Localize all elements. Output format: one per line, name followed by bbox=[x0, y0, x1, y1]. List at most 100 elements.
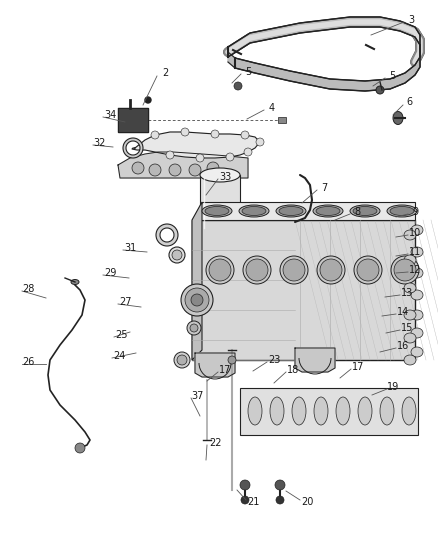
Ellipse shape bbox=[200, 223, 240, 237]
Ellipse shape bbox=[391, 256, 419, 284]
Ellipse shape bbox=[393, 111, 403, 125]
Text: 18: 18 bbox=[287, 365, 299, 375]
Circle shape bbox=[151, 131, 159, 139]
Ellipse shape bbox=[209, 259, 231, 281]
Text: 28: 28 bbox=[22, 284, 34, 294]
Ellipse shape bbox=[202, 205, 232, 217]
Polygon shape bbox=[118, 108, 148, 132]
Ellipse shape bbox=[316, 206, 340, 215]
Ellipse shape bbox=[248, 397, 262, 425]
Ellipse shape bbox=[404, 310, 416, 320]
Ellipse shape bbox=[239, 205, 269, 217]
Circle shape bbox=[181, 128, 189, 136]
Ellipse shape bbox=[280, 256, 308, 284]
Ellipse shape bbox=[320, 259, 342, 281]
Text: 21: 21 bbox=[247, 497, 259, 507]
Text: 20: 20 bbox=[301, 497, 313, 507]
Text: 8: 8 bbox=[354, 207, 360, 217]
Text: 34: 34 bbox=[104, 110, 116, 120]
Bar bbox=[278, 117, 286, 123]
Ellipse shape bbox=[404, 355, 416, 365]
Text: 2: 2 bbox=[162, 68, 168, 78]
Text: 37: 37 bbox=[192, 391, 204, 401]
Text: 22: 22 bbox=[209, 438, 221, 448]
Text: 10: 10 bbox=[409, 228, 421, 238]
Circle shape bbox=[276, 496, 284, 504]
Ellipse shape bbox=[358, 397, 372, 425]
Ellipse shape bbox=[177, 355, 187, 365]
Text: 6: 6 bbox=[406, 97, 412, 107]
Circle shape bbox=[207, 162, 219, 174]
Ellipse shape bbox=[402, 397, 416, 425]
Ellipse shape bbox=[270, 397, 284, 425]
Ellipse shape bbox=[190, 324, 198, 332]
Ellipse shape bbox=[394, 259, 416, 281]
Circle shape bbox=[234, 82, 242, 90]
Text: 14: 14 bbox=[397, 307, 409, 317]
Circle shape bbox=[149, 164, 161, 176]
Ellipse shape bbox=[205, 206, 229, 215]
Ellipse shape bbox=[404, 283, 416, 293]
Ellipse shape bbox=[350, 205, 380, 217]
Ellipse shape bbox=[228, 356, 236, 364]
Circle shape bbox=[169, 164, 181, 176]
Ellipse shape bbox=[276, 205, 306, 217]
Circle shape bbox=[240, 480, 250, 490]
Text: 15: 15 bbox=[401, 323, 413, 333]
Bar bbox=[192, 220, 415, 360]
Polygon shape bbox=[228, 17, 420, 91]
Circle shape bbox=[211, 130, 219, 138]
Circle shape bbox=[172, 250, 182, 260]
Ellipse shape bbox=[174, 352, 190, 368]
Text: 12: 12 bbox=[409, 265, 421, 275]
Text: 11: 11 bbox=[409, 247, 421, 257]
Ellipse shape bbox=[243, 256, 271, 284]
Circle shape bbox=[75, 443, 85, 453]
Ellipse shape bbox=[390, 206, 414, 215]
Ellipse shape bbox=[411, 290, 423, 300]
Polygon shape bbox=[132, 132, 260, 158]
Ellipse shape bbox=[283, 259, 305, 281]
Text: 13: 13 bbox=[401, 288, 413, 298]
Ellipse shape bbox=[411, 268, 423, 278]
Text: 5: 5 bbox=[245, 67, 251, 77]
Ellipse shape bbox=[185, 288, 209, 312]
Circle shape bbox=[226, 153, 234, 161]
Ellipse shape bbox=[404, 333, 416, 343]
Text: 25: 25 bbox=[115, 330, 127, 340]
Text: 3: 3 bbox=[408, 15, 414, 25]
Text: 7: 7 bbox=[321, 183, 327, 193]
Ellipse shape bbox=[313, 205, 343, 217]
Ellipse shape bbox=[246, 259, 268, 281]
Text: 19: 19 bbox=[387, 382, 399, 392]
Text: 23: 23 bbox=[268, 355, 280, 365]
Text: 9: 9 bbox=[412, 207, 418, 217]
Ellipse shape bbox=[380, 397, 394, 425]
Ellipse shape bbox=[411, 225, 423, 235]
Ellipse shape bbox=[336, 397, 350, 425]
Bar bbox=[200, 175, 240, 230]
Text: 16: 16 bbox=[397, 341, 409, 351]
Ellipse shape bbox=[353, 206, 377, 215]
Ellipse shape bbox=[404, 230, 416, 240]
Text: 24: 24 bbox=[113, 351, 125, 361]
Circle shape bbox=[241, 496, 249, 504]
Ellipse shape bbox=[404, 255, 416, 265]
Circle shape bbox=[189, 164, 201, 176]
Ellipse shape bbox=[411, 310, 423, 320]
Ellipse shape bbox=[411, 347, 423, 357]
Ellipse shape bbox=[376, 86, 384, 94]
Ellipse shape bbox=[242, 206, 266, 215]
Text: 26: 26 bbox=[22, 357, 34, 367]
Ellipse shape bbox=[200, 168, 240, 182]
Circle shape bbox=[132, 162, 144, 174]
Ellipse shape bbox=[387, 205, 417, 217]
Ellipse shape bbox=[71, 279, 79, 285]
Ellipse shape bbox=[279, 206, 303, 215]
Ellipse shape bbox=[354, 256, 382, 284]
Circle shape bbox=[275, 480, 285, 490]
Ellipse shape bbox=[411, 247, 423, 257]
Circle shape bbox=[241, 131, 249, 139]
Text: 5: 5 bbox=[389, 71, 395, 81]
Text: 17: 17 bbox=[352, 362, 364, 372]
